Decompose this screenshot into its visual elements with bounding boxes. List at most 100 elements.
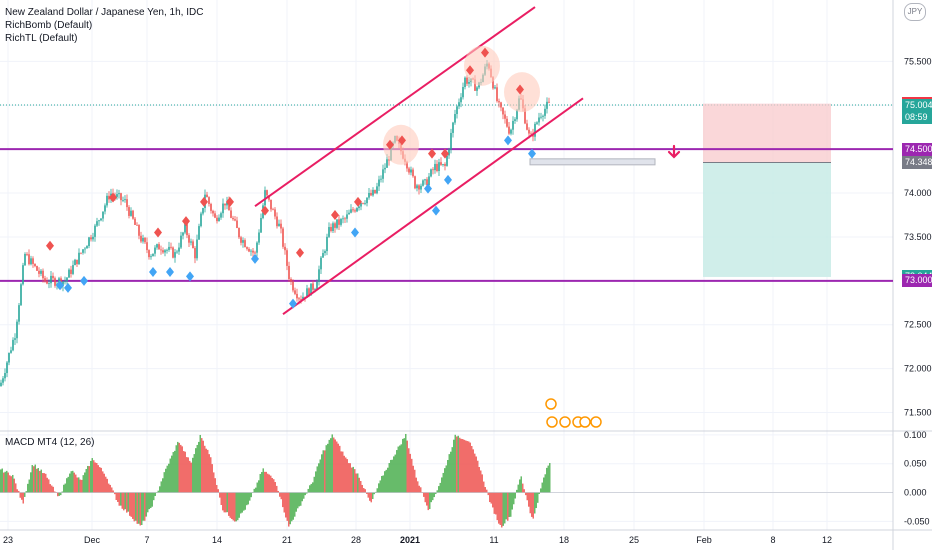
candle-body [364, 203, 366, 204]
macd-bar [517, 484, 519, 493]
candle-body [90, 237, 92, 240]
time-tick-label: 8 [770, 535, 775, 545]
macd-bar [531, 492, 533, 517]
candle-body [80, 252, 82, 254]
candle-body [452, 122, 454, 133]
candle-body [468, 81, 470, 84]
candle-body [58, 278, 60, 284]
down-arrow-icon [667, 144, 681, 159]
macd-bar [42, 473, 44, 493]
price-tick-label: 72.000 [904, 364, 932, 374]
candle-body [538, 117, 540, 123]
macd-bar [433, 492, 435, 498]
candle-body [454, 114, 456, 123]
candle-body [182, 232, 184, 236]
time-tick-label: 28 [351, 535, 361, 545]
macd-bar [307, 488, 309, 493]
candle-body [64, 281, 66, 283]
high-marker [109, 192, 117, 203]
candle-body [268, 195, 270, 200]
candle-body [344, 218, 346, 220]
indicator-richbomb[interactable]: RichBomb (Default) [5, 20, 93, 31]
bomb-markers [46, 47, 536, 309]
high-marker [386, 139, 394, 150]
candle-body [288, 265, 290, 280]
candle-body [174, 252, 176, 258]
macd-bar [520, 476, 522, 493]
macd-bar [85, 468, 87, 493]
candle-body [140, 235, 142, 242]
macd-bar [88, 466, 90, 493]
candle-body [474, 79, 476, 91]
candle-body [228, 201, 230, 211]
candle-body [214, 213, 216, 218]
macd-bar [502, 492, 504, 526]
macd-bar [265, 471, 267, 493]
macd-title[interactable]: MACD MT4 (12, 26) [5, 437, 95, 448]
macd-bar [43, 473, 45, 493]
candle-body [254, 252, 256, 254]
candle-body [50, 275, 52, 284]
candle-body [414, 176, 416, 189]
candle-body [296, 293, 298, 299]
low-marker [528, 148, 536, 159]
macd-bar [205, 448, 207, 493]
macd-bar [268, 474, 270, 493]
candle-body [170, 246, 172, 248]
event-icon-2 [559, 416, 571, 428]
candle-body [88, 237, 90, 247]
candle-body [224, 203, 226, 206]
candle-body [28, 254, 30, 265]
macd-bar [399, 445, 401, 493]
event-icon-1 [546, 416, 558, 428]
macd-bar [405, 433, 407, 493]
indicator-richtl[interactable]: RichTL (Default) [5, 33, 78, 44]
candle-body [128, 207, 130, 216]
macd-bar [10, 476, 12, 493]
macd-bar [123, 492, 125, 511]
macd-bar [112, 490, 114, 493]
candle-body [40, 270, 42, 274]
macd-bar [1, 468, 3, 493]
macd-bar [210, 457, 212, 493]
candle-body [318, 269, 320, 282]
macd-bar [16, 489, 18, 493]
candle-body [408, 168, 410, 173]
candle-body [438, 162, 440, 171]
macd-bar [375, 491, 377, 493]
candle-body [242, 240, 244, 243]
currency-badge[interactable]: JPY [904, 3, 926, 21]
macd-bar [138, 492, 140, 524]
candle-body [126, 199, 128, 208]
price-pill: 74.500 [902, 142, 932, 156]
candle-body [12, 339, 14, 351]
candle-body [258, 232, 260, 243]
candle-body [278, 223, 280, 227]
macd-bar [337, 443, 339, 493]
candle-body [548, 101, 550, 103]
candle-body [232, 217, 234, 220]
macd-bar [120, 492, 122, 506]
macd-bar [0, 469, 2, 493]
candle-body [96, 221, 98, 226]
candle-body [514, 119, 516, 121]
macd-bar [60, 492, 62, 496]
macd-bar [51, 485, 53, 493]
low-marker [504, 135, 512, 146]
macd-bar [226, 492, 228, 513]
macd-bar [499, 492, 501, 525]
horizontal-levels [0, 148, 893, 282]
macd-bar [444, 468, 446, 493]
time-tick-label: 18 [559, 535, 569, 545]
candle-body [194, 248, 196, 259]
macd-bar [438, 486, 440, 493]
macd-bar [537, 492, 539, 503]
candle-body [160, 249, 162, 251]
candle-body [314, 289, 316, 291]
macd-bar [544, 474, 546, 493]
macd-bar [19, 492, 21, 498]
macd-bar [309, 485, 311, 493]
macd-bar [54, 491, 56, 493]
macd-bar [519, 479, 521, 493]
